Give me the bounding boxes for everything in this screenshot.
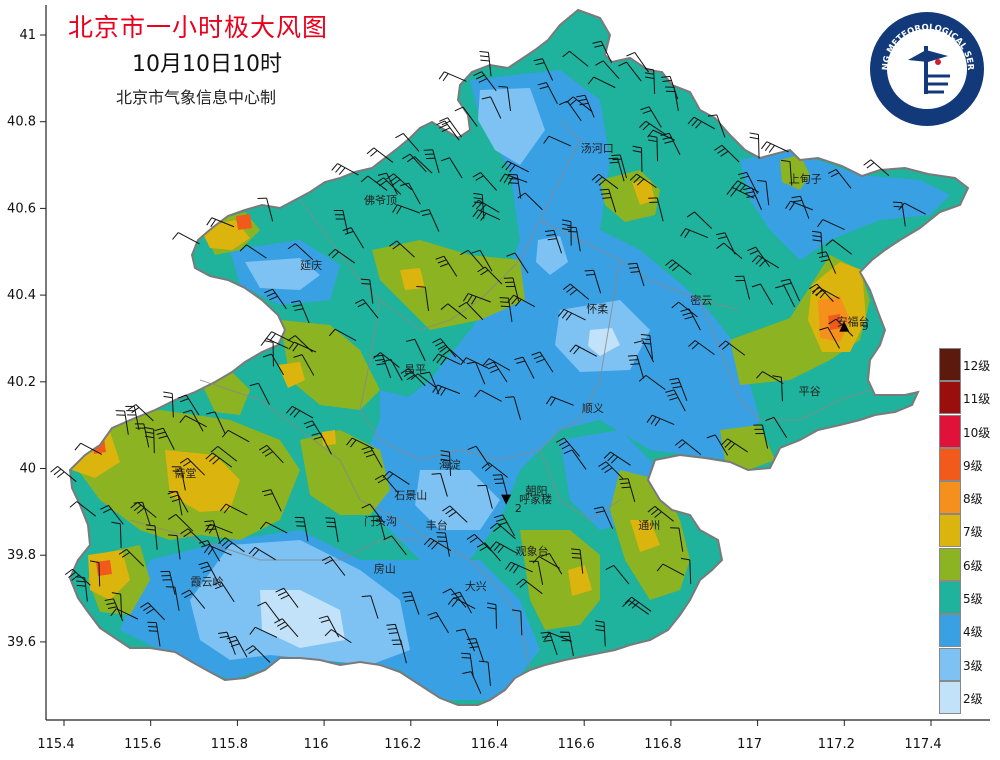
legend-label: 11级: [963, 390, 990, 407]
y-tick-label: 40.2: [7, 375, 36, 390]
x-tick-label: 117: [737, 737, 762, 752]
y-tick-label: 40.4: [7, 288, 36, 303]
map-title: 北京市一小时极大风图: [68, 8, 328, 44]
legend-label: 7级: [963, 523, 983, 540]
x-tick-label: 117.4: [904, 737, 941, 752]
legend-swatch: [939, 448, 961, 481]
legend-item: 2级: [939, 681, 997, 714]
city-label: 密云: [690, 293, 712, 307]
legend-label: 4级: [963, 623, 983, 640]
x-tick-label: 117.2: [818, 737, 855, 752]
legend-item: 11级: [939, 381, 997, 414]
city-label: 顺义: [582, 402, 604, 415]
x-tick-label: 116: [304, 737, 329, 752]
map-date: 10月10日10时: [132, 46, 282, 78]
city-label: 斋堂: [174, 466, 196, 480]
x-tick-label: 116.2: [384, 737, 421, 752]
x-tick-label: 115.8: [211, 737, 248, 752]
legend-swatch: [939, 614, 961, 647]
zone-38: [322, 430, 336, 446]
legend-label: 12级: [963, 357, 990, 374]
legend-swatch: [939, 514, 961, 547]
legend-item: 7级: [939, 514, 997, 547]
city-label: 门头沟: [364, 514, 397, 528]
city-label: 平谷: [799, 385, 821, 398]
legend-item: 8级: [939, 481, 997, 514]
point-label: 9: [862, 320, 869, 333]
x-tick-label: 116.6: [558, 737, 595, 752]
legend-label: 3级: [963, 657, 983, 674]
legend-label: 8级: [963, 490, 983, 507]
legend-item: 12级: [939, 348, 997, 381]
city-label: 怀柔: [586, 302, 608, 315]
legend-label: 10级: [963, 424, 990, 441]
city-label: 石景山: [394, 489, 427, 502]
y-tick-label: 40.6: [7, 201, 36, 216]
legend-swatch: [939, 348, 961, 381]
logo-emblem: BEIJING METEOROLOGICAL SERVICE 北京市气象局: [868, 10, 986, 128]
station-marker-icon: ▼: [501, 492, 511, 507]
y-tick-label: 39.6: [7, 635, 36, 650]
legend-label: 2级: [963, 690, 983, 707]
legend-item: 10级: [939, 415, 997, 448]
city-label: 延庆: [300, 258, 322, 272]
city-label: 汤河口: [581, 141, 614, 155]
legend-swatch: [939, 648, 961, 681]
point-label: 呼家楼: [519, 492, 552, 506]
legend-swatch: [939, 548, 961, 581]
legend-label: 6级: [963, 557, 983, 574]
point-label: 2: [515, 502, 522, 515]
legend-item: 9级: [939, 448, 997, 481]
wind-barb: [439, 72, 466, 82]
wind-level-legend: 12级 11级 10级 9级 8级 7级 6级 5级 4级 3级 2级: [939, 348, 997, 714]
bms-logo: BEIJING METEOROLOGICAL SERVICE 北京市气象局: [868, 10, 986, 128]
legend-swatch: [939, 581, 961, 614]
city-label: 大兴: [465, 579, 487, 593]
legend-swatch: [939, 415, 961, 448]
city-label: 丰台: [426, 518, 448, 532]
y-tick-label: 41: [19, 28, 36, 43]
city-label: 海淀: [439, 458, 461, 472]
city-label: 观象台: [516, 544, 549, 558]
legend-item: 4级: [939, 614, 997, 647]
x-tick-label: 115.6: [124, 737, 161, 752]
legend-swatch: [939, 381, 961, 414]
city-label: 通州: [638, 519, 660, 532]
city-label: 霞云岭: [191, 575, 224, 589]
legend-label: 5级: [963, 590, 983, 607]
x-tick-label: 116.8: [644, 737, 681, 752]
y-tick-label: 39.8: [7, 548, 36, 563]
legend-item: 5级: [939, 581, 997, 614]
city-label: 昌平: [404, 363, 426, 376]
x-tick-label: 116.4: [471, 737, 508, 752]
city-label: 佛爷顶: [364, 193, 397, 207]
y-tick-label: 40: [19, 462, 36, 477]
legend-label: 9级: [963, 457, 983, 474]
city-label: 房山: [374, 563, 396, 576]
legend-item: 3级: [939, 648, 997, 681]
legend-swatch: [939, 681, 961, 714]
city-label: 上甸子: [789, 172, 822, 185]
legend-item: 6级: [939, 548, 997, 581]
legend-swatch: [939, 481, 961, 514]
station-marker-icon: ▲: [839, 319, 849, 334]
x-tick-label: 115.4: [37, 737, 74, 752]
wind-barb: [332, 164, 359, 176]
zone-42: [236, 214, 252, 230]
map-maker: 北京市气象信息中心制: [116, 84, 276, 108]
y-tick-label: 40.8: [7, 115, 36, 130]
wind-barb: [172, 233, 199, 244]
